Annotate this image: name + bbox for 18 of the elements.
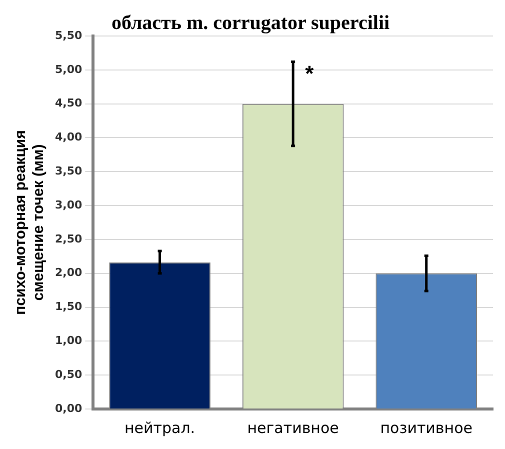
y-tick-label: 2,50	[55, 232, 82, 246]
y-tick-label: 0,50	[55, 368, 82, 381]
y-tick-label: 3,50	[55, 164, 82, 178]
y-tick-label: 1,50	[55, 300, 82, 314]
y-tick-label: 1,00	[55, 334, 82, 348]
y-tick-label: 5,00	[55, 62, 82, 76]
y-tick-label: 4,50	[55, 96, 82, 110]
annotation: *	[305, 60, 314, 86]
y-tick-label: 4,00	[55, 130, 82, 144]
x-tick-label: позитивное	[380, 418, 472, 437]
chart-title: область m. corrugator supercilii	[111, 12, 390, 34]
x-tick-label: негативное	[247, 418, 339, 437]
x-tick-label: нейтрал.	[124, 418, 196, 437]
y-tick-label: 5,50	[55, 28, 82, 42]
y-tick-label: 0,00	[55, 402, 82, 415]
y-tick-label: 3,00	[55, 198, 82, 212]
y-axis-title: психо-моторная реакция смещение точек (мм)	[12, 130, 48, 315]
y-tick-label: 2,00	[55, 266, 82, 280]
